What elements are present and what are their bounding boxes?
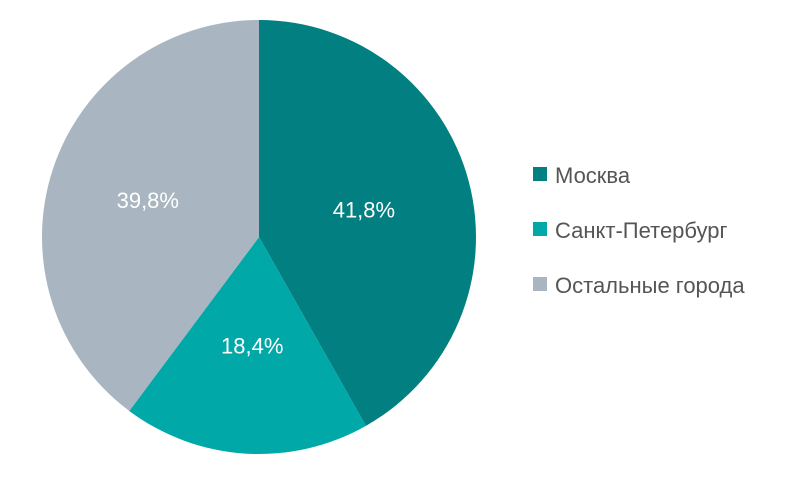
slice-label-saint-petersburg: 18,4% (221, 333, 283, 358)
pie-slice-labels: 41,8% 18,4% 39,8% (117, 188, 395, 358)
pie-slice-moscow (259, 20, 476, 426)
pie-slice-other-cities (41, 20, 260, 411)
pie-slice-saint-petersburg (129, 237, 366, 455)
legend: Москва Санкт-Петербург Остальные города (533, 163, 745, 298)
legend-swatch-other-cities (533, 277, 547, 291)
slice-label-moscow: 41,8% (333, 197, 395, 222)
legend-label-other-cities: Остальные города (555, 273, 745, 298)
slice-label-other-cities: 39,8% (117, 188, 179, 213)
pie-slices (41, 20, 476, 455)
legend-label-saint-petersburg: Санкт-Петербург (555, 218, 728, 243)
legend-label-moscow: Москва (555, 163, 631, 188)
legend-swatch-saint-petersburg (533, 222, 547, 236)
legend-swatch-moscow (533, 167, 547, 181)
